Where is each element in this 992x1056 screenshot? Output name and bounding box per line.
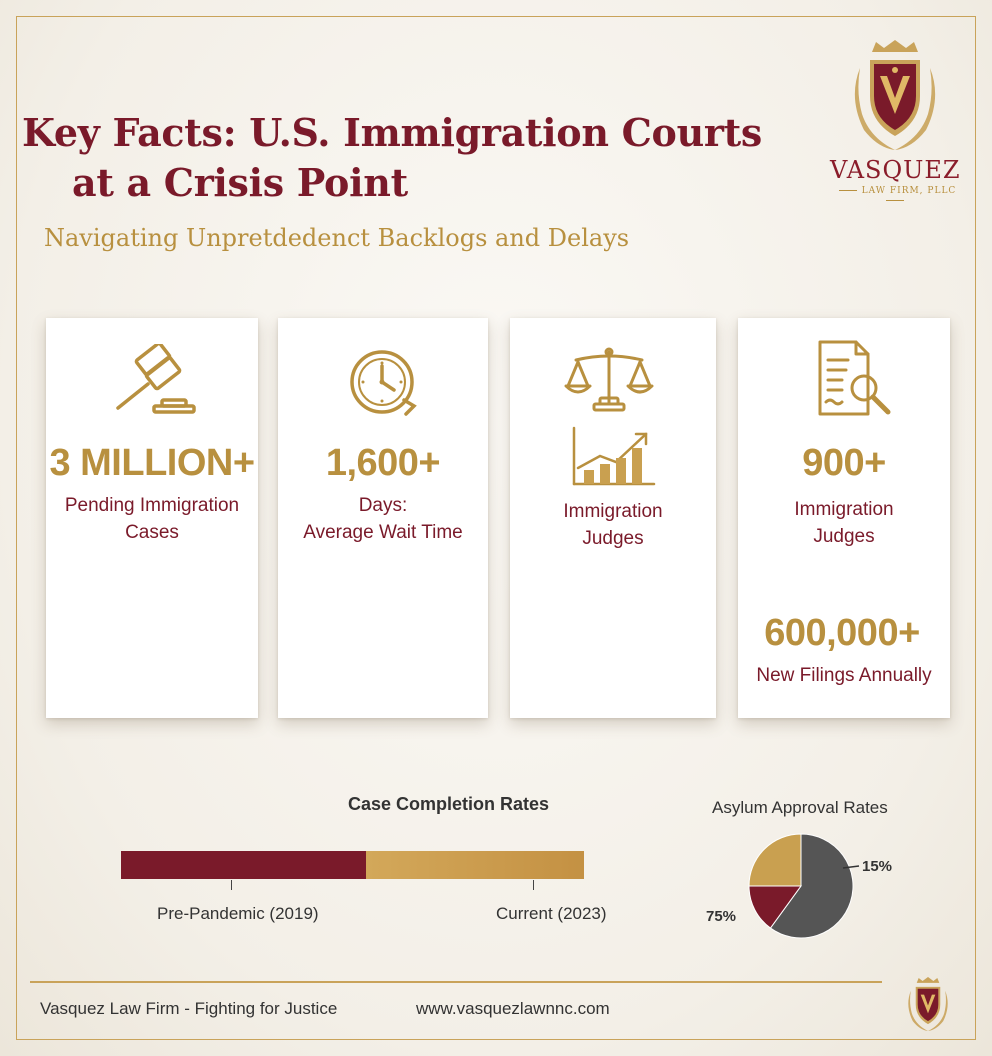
stat-card-pending-cases: 3 MILLION+ Pending Immigration Cases: [46, 318, 258, 718]
stat-label-line-1: Immigration: [563, 501, 663, 522]
stat-label-secondary: New Filings Annually: [756, 665, 932, 686]
stat-label: Days: Average Wait Time: [278, 492, 488, 546]
title-line-2: at a Crisis Point: [72, 160, 408, 205]
crest-icon: [854, 40, 936, 150]
stat-label-line-2: Cases: [125, 522, 179, 543]
stat-label-line-2: Average Wait Time: [303, 522, 463, 543]
stat-label: Immigration Judges: [738, 496, 950, 550]
stat-label-line-1: Immigration: [794, 499, 894, 520]
page-subtitle: Navigating Unpretdedenct Backlogs and De…: [44, 224, 630, 252]
stat-card-filings: 900+ Immigration Judges 600,000+ New Fil…: [738, 318, 950, 718]
asylum-pie-chart: [748, 833, 860, 939]
bar-chart-title: Case Completion Rates: [348, 794, 550, 814]
stat-label: Pending Immigration Cases: [46, 492, 258, 546]
footer-tagline: Vasquez Law Firm - Fighting for Justice: [40, 999, 338, 1018]
stat-value: 900+: [802, 442, 886, 484]
stat-label-line-2: Judges: [582, 528, 644, 549]
pie-label-15: 15%: [862, 858, 893, 875]
pie-chart-title: Asylum Approval Rates: [712, 798, 888, 817]
completion-rate-bar: [121, 851, 584, 879]
logo-name: VASQUEZ: [830, 156, 961, 184]
footer-divider: [30, 981, 882, 983]
tick-pre-pandemic: [231, 880, 232, 890]
growth-chart-icon: [572, 426, 656, 486]
stat-card-wait-time: 1,600+ Days: Average Wait Time: [278, 318, 488, 718]
stat-label: Immigration Judges: [510, 498, 716, 552]
stat-value-secondary: 600,000+: [764, 612, 920, 654]
pie-slice-2: [748, 833, 802, 887]
bar-category-label: Pre-Pandemic (2019): [157, 904, 319, 923]
pie-slice-1: [748, 885, 802, 929]
stat-value: 1,600+: [325, 442, 441, 484]
stat-card-judges: Immigration Judges: [510, 318, 716, 718]
footer-crest-icon: [908, 977, 948, 1031]
tick-current: [533, 880, 534, 890]
pie-slice-0: [769, 833, 854, 939]
bar-segment-pre-pandemic: [121, 851, 367, 879]
document-search-icon: [818, 340, 891, 416]
stat-label-line-1: Pending Immigration: [64, 495, 240, 516]
bar-category-label: Current (2023): [496, 904, 607, 923]
stat-label-line-2: Judges: [813, 526, 875, 547]
stat-value: 3 MILLION+: [49, 442, 255, 484]
stat-label-line-1: Days:: [358, 495, 408, 516]
clock-icon: [350, 350, 417, 416]
bar-segment-current: [366, 851, 584, 879]
title-line-1: Key Facts: U.S. Immigration Courts: [22, 110, 762, 155]
pie-label-75: 75%: [706, 908, 737, 925]
scales-icon: [564, 347, 654, 412]
page-title: Key Facts: U.S. Immigration Courts at a …: [22, 108, 782, 208]
logo-subtitle: LAW FIRM, PLLC: [830, 186, 960, 206]
gavel-icon: [116, 344, 196, 414]
footer-website-link[interactable]: www.vasquezlawnnc.com: [416, 999, 610, 1018]
pie-leader-line: [842, 865, 860, 869]
